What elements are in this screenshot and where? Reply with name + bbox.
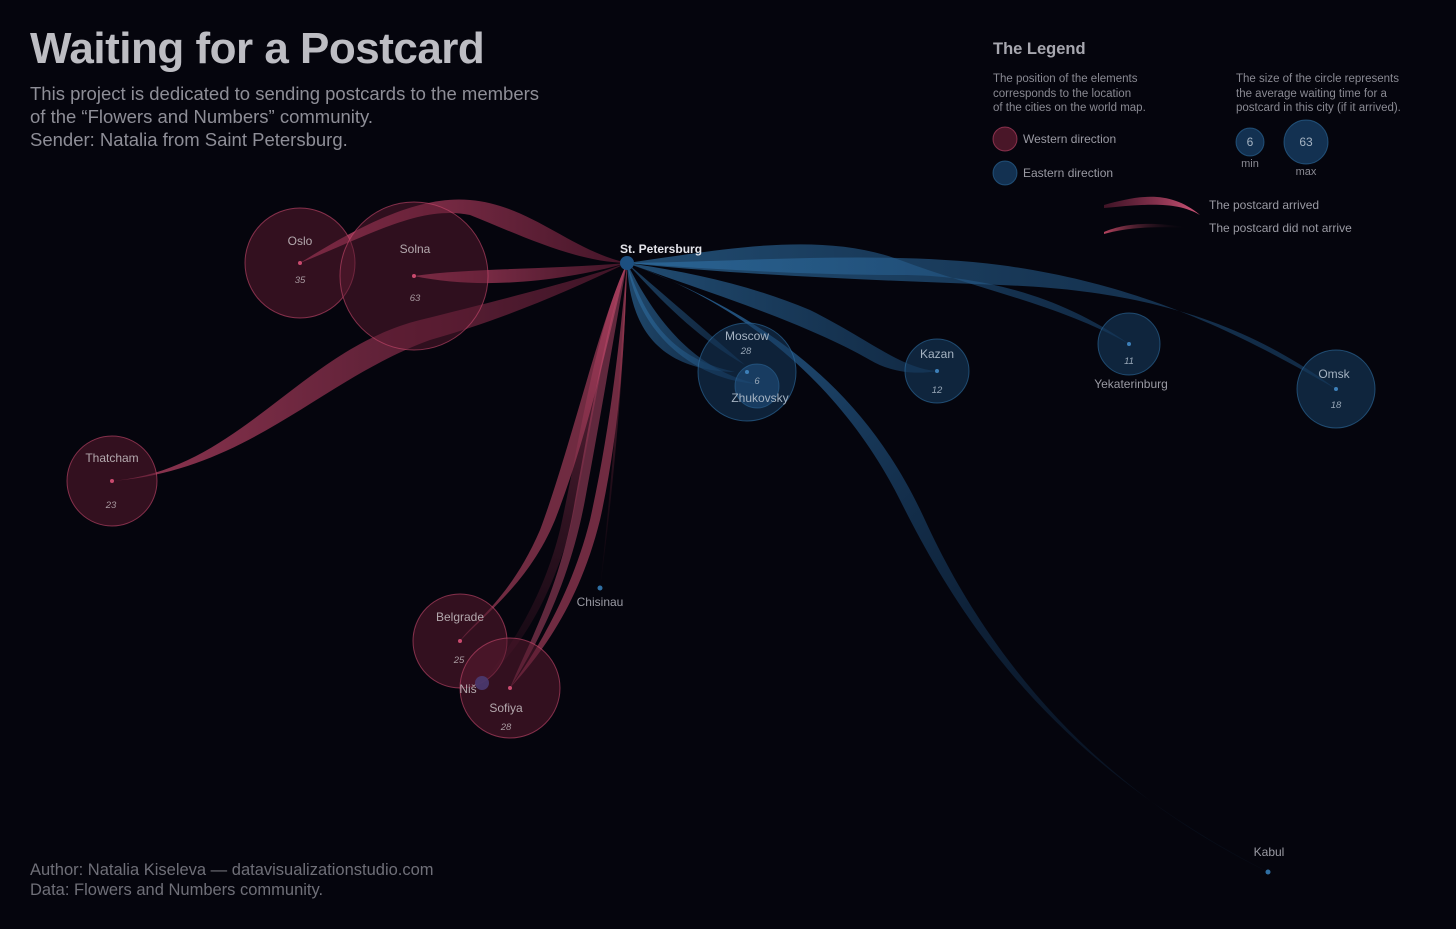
origin-dot[interactable]	[620, 256, 634, 270]
city-label-yekaterinburg: Yekaterinburg	[1094, 377, 1168, 391]
page-footer: Author: Natalia Kiseleva — datavisualiza…	[30, 860, 434, 900]
legend-max-circle	[1283, 119, 1329, 165]
legend-size-note: The size of the circle represents the av…	[1236, 73, 1401, 114]
city-days-oslo: 35	[295, 275, 306, 286]
city-days-sofiya: 28	[500, 722, 512, 733]
city-label-thatcham: Thatcham	[85, 451, 138, 465]
legend-min-label: min	[1241, 158, 1259, 170]
legend-arrived-label: The postcard arrived	[1209, 198, 1320, 212]
city-label-kazan: Kazan	[920, 347, 954, 361]
city-label-moscow: Moscow	[725, 329, 769, 343]
page-subtitle: This project is dedicated to sending pos…	[30, 82, 539, 151]
flow-omsk	[627, 257, 1336, 389]
flow-kazan	[627, 263, 937, 373]
legend-eastern-swatch	[992, 160, 1018, 186]
legend-min-circle	[1235, 127, 1265, 157]
footer-data-source: Data: Flowers and Numbers community.	[30, 881, 324, 899]
city-days-omsk: 18	[1331, 400, 1342, 411]
city-days-zhukovsky: 6	[754, 376, 760, 387]
flow-zhukovsky	[627, 263, 757, 384]
circle-zhukovsky[interactable]	[734, 363, 780, 409]
legend-not-arrived-label: The postcard did not arrive	[1209, 221, 1352, 235]
footer-author: Author: Natalia Kiseleva — datavisualiza…	[30, 861, 434, 879]
city-label-omsk: Omsk	[1318, 367, 1350, 381]
city-center-dots	[110, 261, 512, 690]
city-days-thatcham: 23	[105, 500, 117, 511]
subtitle-line: Sender: Natalia from Saint Petersburg.	[30, 129, 348, 150]
legend-max-value: 63	[1299, 135, 1313, 149]
circle-nis[interactable]	[475, 676, 489, 690]
city-days-kazan: 12	[932, 385, 943, 396]
city-label-sofiya: Sofiya	[489, 701, 523, 715]
flow-nis	[482, 263, 627, 683]
flow-thatcham	[112, 263, 627, 481]
page-title: Waiting for a Postcard	[30, 24, 485, 73]
legend-arrived-ribbon	[1104, 196, 1200, 215]
legend-title: The Legend	[993, 40, 1086, 58]
city-label-zhukovsky: Zhukovsky	[731, 391, 788, 405]
city-days-solna: 63	[410, 293, 421, 304]
city-label-belgrade: Belgrade	[436, 610, 484, 624]
city-label-oslo: Oslo	[288, 234, 313, 248]
city-days-yekaterinburg: 11	[1124, 356, 1134, 367]
flow-sofiya-2	[510, 263, 627, 688]
subtitle-line: This project is dedicated to sending pos…	[30, 83, 540, 104]
legend-min-value: 6	[1247, 135, 1254, 149]
city-label-nis: Niš	[459, 682, 476, 696]
legend-not-arrived-ribbon	[1104, 223, 1190, 234]
legend-position-note: The position of the elements corresponds…	[993, 73, 1146, 114]
flow-sofiya	[510, 263, 627, 688]
circle-kabul[interactable]	[1265, 869, 1271, 875]
legend-eastern-label: Eastern direction	[1023, 166, 1114, 180]
legend-western-label: Western direction	[1023, 132, 1117, 146]
city-days-moscow: 28	[740, 346, 752, 357]
subtitle-line: of the “Flowers and Numbers” community.	[30, 106, 374, 127]
city-days-belgrade: 25	[453, 655, 465, 666]
city-label-chisinau: Chisinau	[577, 595, 624, 609]
legend-max-label: max	[1296, 166, 1317, 178]
origin-label: St. Petersburg	[620, 242, 702, 256]
circle-chisinau[interactable]	[597, 585, 603, 591]
legend-western-swatch	[992, 126, 1018, 152]
city-label-kabul: Kabul	[1254, 845, 1285, 859]
flow-kabul	[627, 263, 1268, 872]
city-label-solna: Solna	[400, 242, 431, 256]
